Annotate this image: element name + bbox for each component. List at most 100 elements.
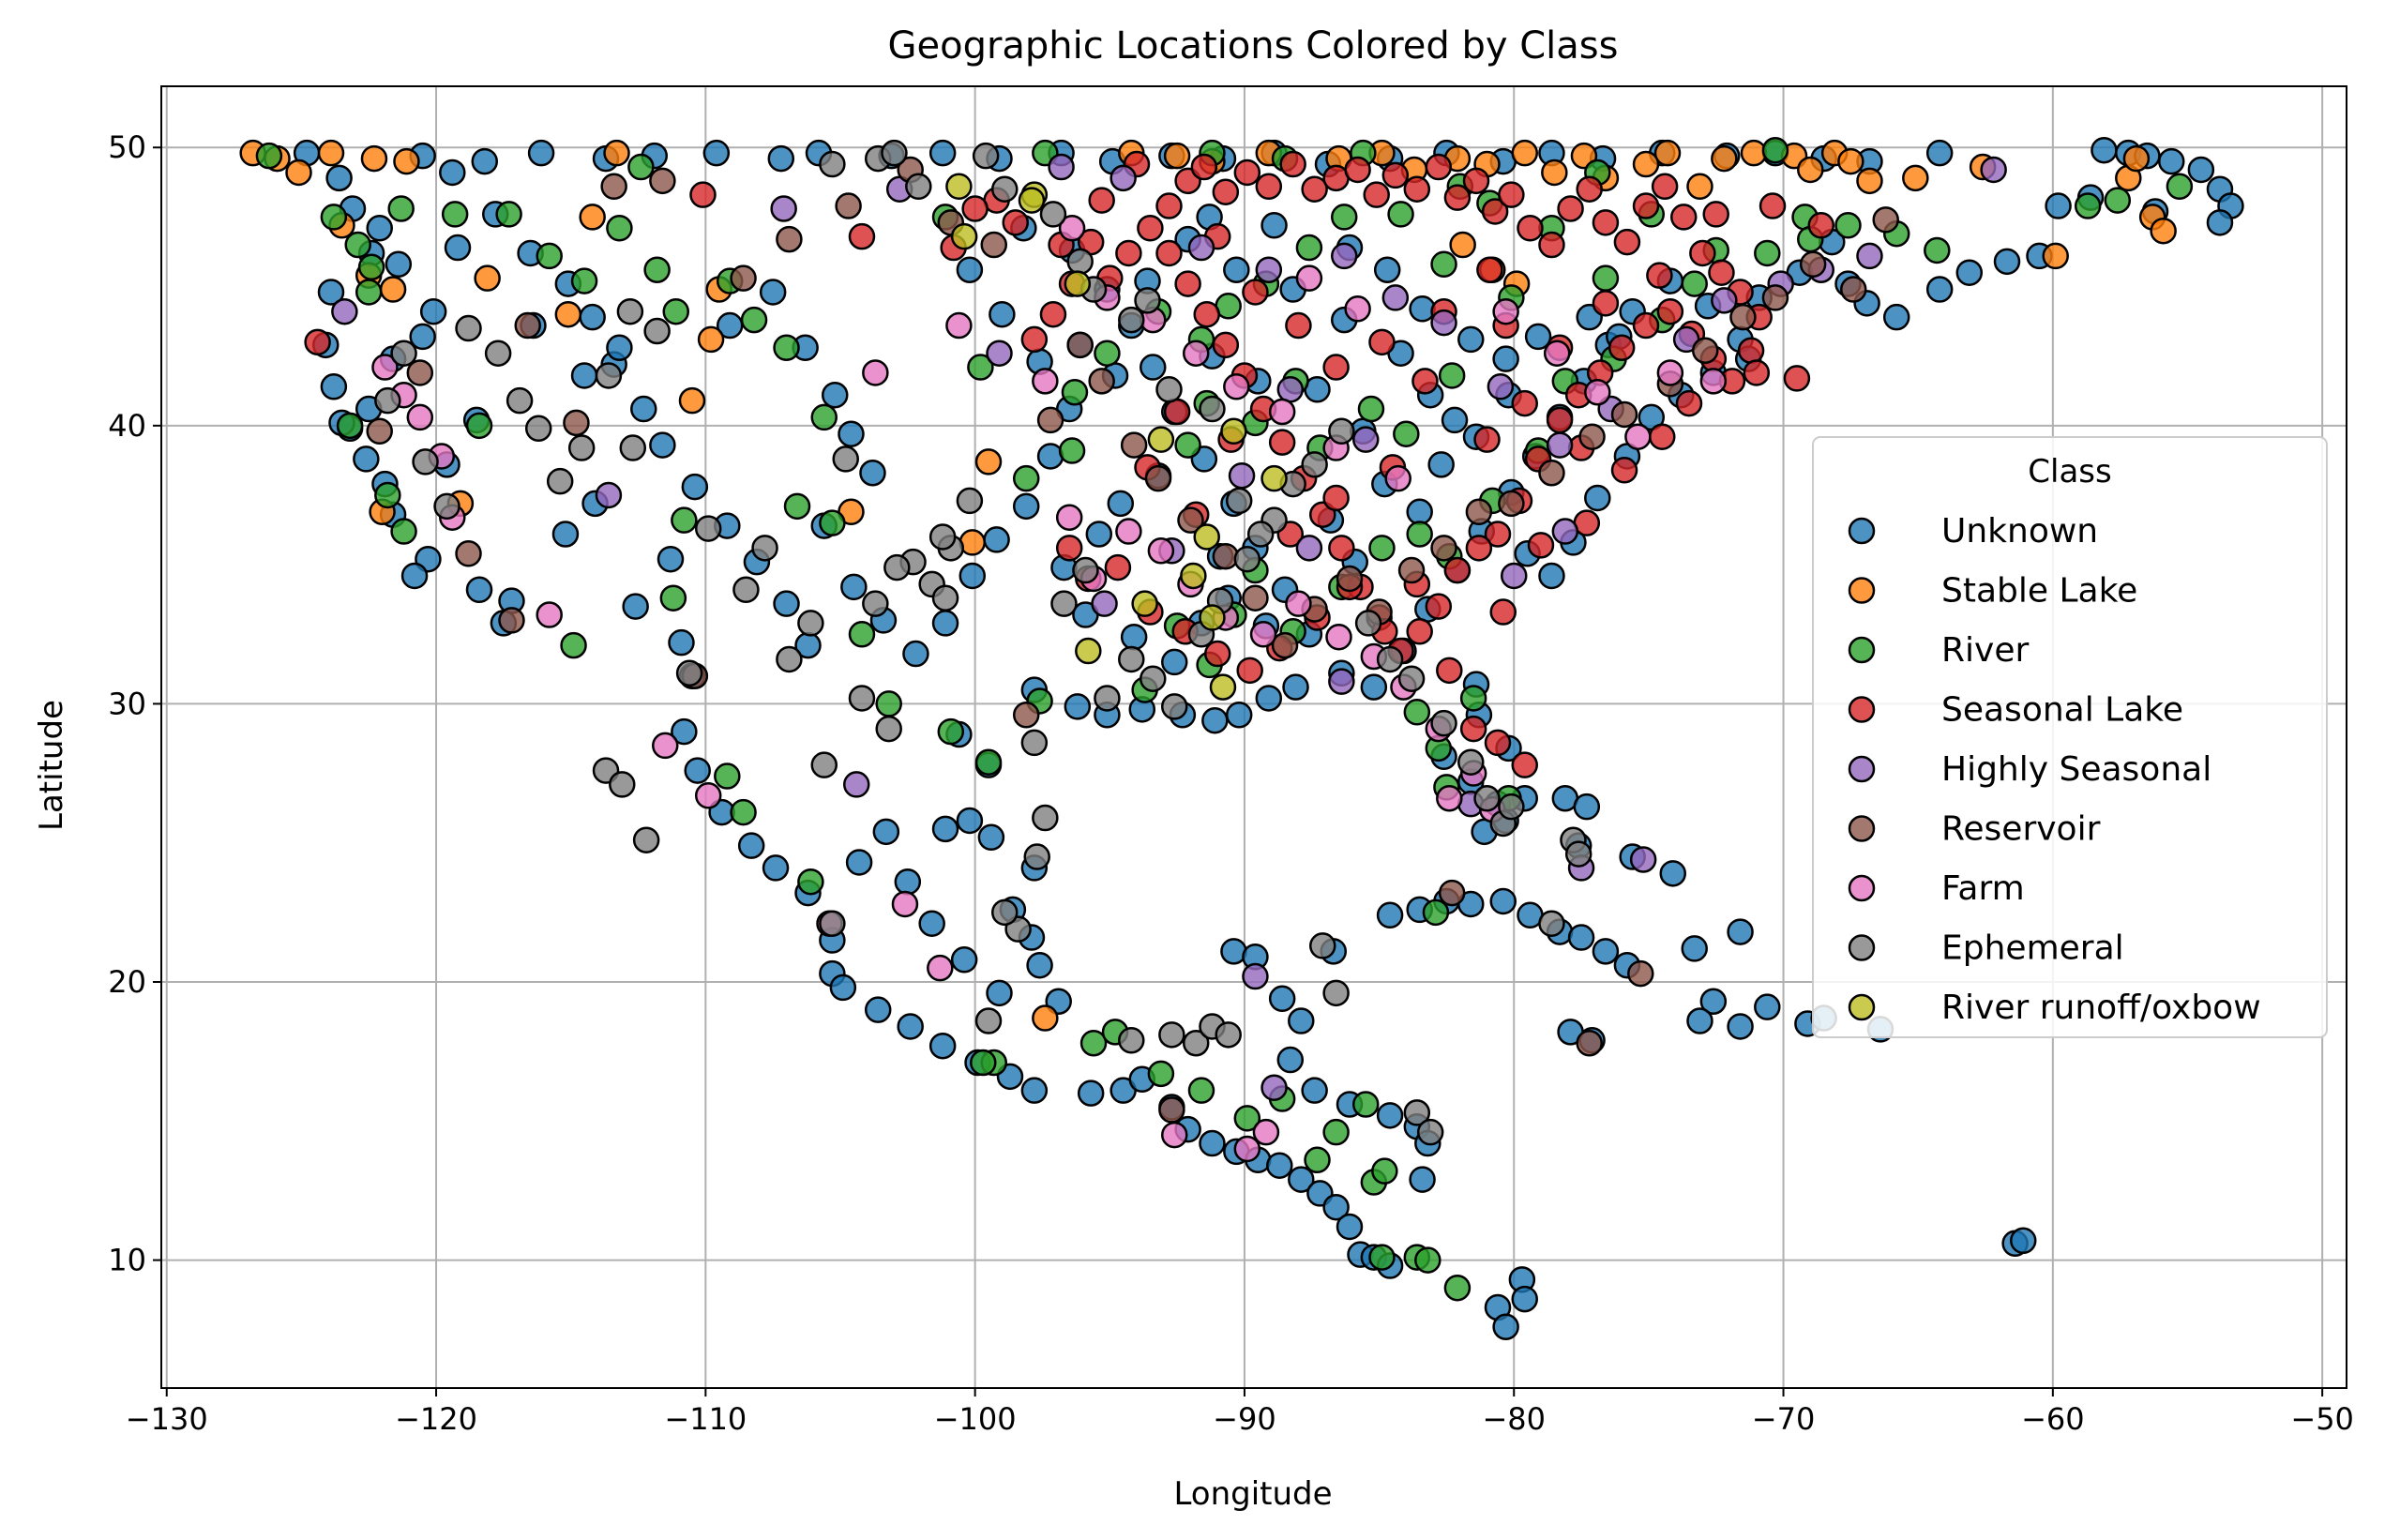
data-point [1492,297,1519,325]
data-point [320,373,348,400]
data-point [1276,376,1305,403]
data-point [1925,139,1954,167]
data-point [740,306,768,334]
data-point [551,521,580,548]
data-point [412,448,439,476]
data-point [1425,153,1453,181]
legend-title: Class [2028,453,2111,491]
data-point [810,403,838,431]
series-reservoir [366,156,1899,1124]
data-point [444,234,472,262]
series-seasonal-lake [304,150,1835,778]
data-point [797,610,824,637]
data-point [1177,506,1204,534]
data-point [1955,259,1984,286]
data-point [1376,1102,1404,1129]
data-point [1538,231,1565,259]
data-point [1075,637,1102,665]
data-point [950,222,978,250]
data-point [1659,860,1687,887]
data-point [1430,535,1457,562]
data-point [1225,702,1253,729]
legend-marker [1848,874,1876,902]
data-point [1708,259,1735,286]
data-point [1498,490,1525,518]
data-point [1064,270,1092,297]
x-tick-label: −130 [126,1401,208,1437]
data-point [1387,201,1414,228]
data-point [1649,423,1676,450]
data-point [956,807,984,835]
data-point [1120,431,1148,459]
data-point [600,173,627,201]
data-point [1279,150,1306,178]
data-point [751,535,778,562]
data-point [2150,217,2177,245]
data-point [1656,297,1684,325]
data-point [344,231,371,259]
data-point [643,256,671,283]
data-point [1669,204,1698,231]
data-point [1174,270,1201,297]
data-point [1632,192,1660,219]
legend-marker [1848,993,1876,1021]
points-layer [239,136,2244,1341]
data-point [1557,195,1584,222]
data-point [928,139,957,167]
data-point [498,607,525,634]
data-point [835,192,862,219]
data-point [1134,287,1161,314]
data-point [1422,898,1450,927]
data-point [1180,562,1207,590]
data-point [1012,492,1040,521]
data-point [1268,429,1296,456]
data-point [1498,181,1525,208]
data-point [1322,354,1350,381]
data-point [1285,311,1312,340]
data-point [980,231,1008,259]
data-point [406,359,434,386]
data-point [1436,784,1463,812]
data-point [1727,918,1754,945]
data-point [1301,175,1328,203]
data-point [1061,378,1089,406]
data-point [1872,206,1899,234]
legend-marker [1848,517,1876,545]
data-point [390,340,417,367]
data-point [630,395,657,423]
data-point [374,386,401,415]
x-tick-label: −90 [1213,1401,1276,1437]
data-point [393,147,420,175]
data-point [838,420,865,447]
data-point [990,898,1019,927]
data-point [1427,451,1455,478]
data-point [1328,417,1355,445]
data-point [1064,693,1092,720]
data-point [1653,139,1682,167]
data-point [1592,264,1620,292]
data-point [1266,1152,1293,1179]
data-point [931,815,959,843]
data-point [1199,395,1226,423]
data-point [554,300,582,328]
data-point [1729,303,1757,331]
data-point [1592,209,1620,236]
data-point [1163,142,1191,170]
data-point [1242,584,1269,611]
data-point [689,181,717,208]
data-point [1255,173,1283,201]
data-point [1993,248,2021,276]
data-point [1397,665,1426,692]
data-point [1072,556,1099,584]
data-point [1783,365,1811,392]
data-point [1077,1080,1105,1107]
data-point [1484,729,1512,757]
data-point [737,832,765,859]
data-point [1354,610,1382,637]
data-point [1882,303,1910,331]
data-point [1487,373,1515,400]
data-point [1246,521,1275,548]
data-point [320,204,348,231]
legend-marker [1848,577,1876,604]
data-point [1527,532,1555,559]
